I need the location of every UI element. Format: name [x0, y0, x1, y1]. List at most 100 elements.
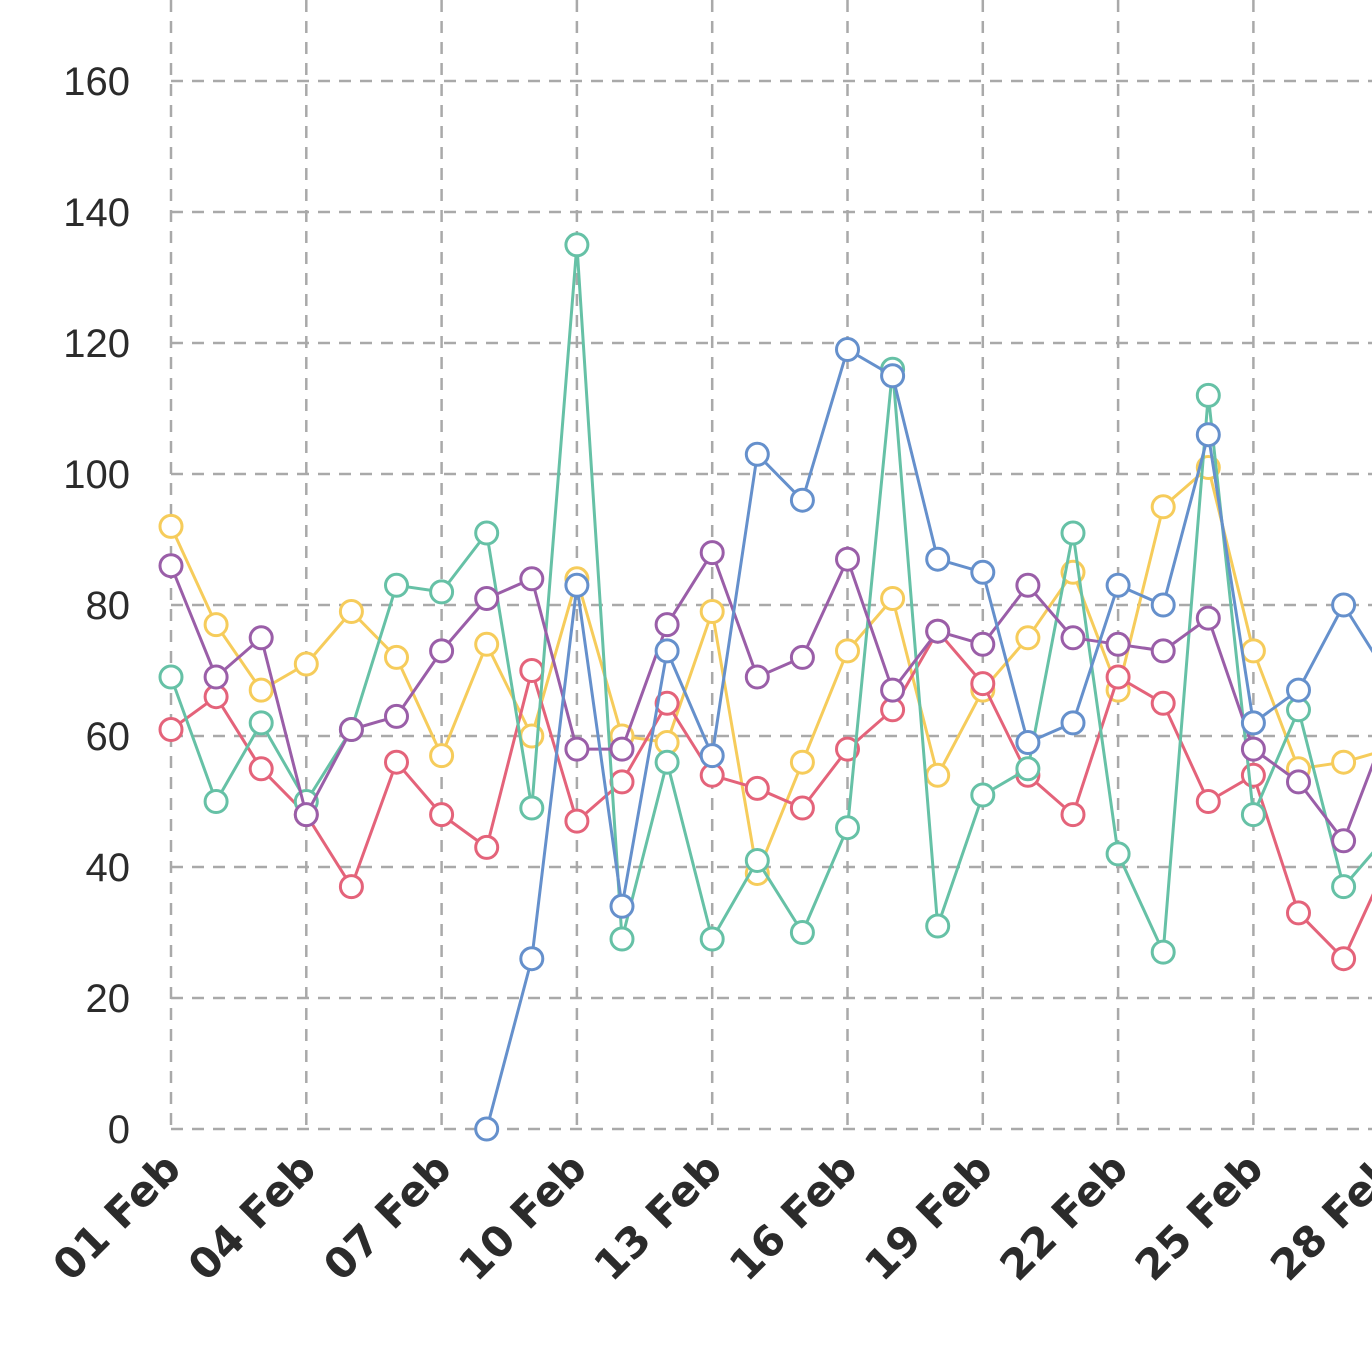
x-tick-label: 01 Feb: [43, 1143, 190, 1290]
data-point: [1288, 902, 1310, 924]
data-point: [476, 633, 498, 655]
data-point: [1152, 594, 1174, 616]
data-point: [521, 568, 543, 590]
data-point: [521, 797, 543, 819]
data-point: [656, 614, 678, 636]
data-point: [1197, 424, 1219, 446]
data-point: [1333, 830, 1355, 852]
x-tick-label: 25 Feb: [1126, 1143, 1273, 1290]
data-point: [611, 771, 633, 793]
data-point: [656, 751, 678, 773]
data-point: [611, 895, 633, 917]
series-line: [171, 631, 1372, 959]
data-point: [611, 738, 633, 760]
data-point: [701, 928, 723, 950]
data-point: [205, 791, 227, 813]
data-point: [791, 489, 813, 511]
data-point: [746, 777, 768, 799]
data-point: [1333, 751, 1355, 773]
data-point: [701, 542, 723, 564]
data-point: [160, 666, 182, 688]
data-point: [791, 646, 813, 668]
data-point: [882, 679, 904, 701]
data-point: [250, 758, 272, 780]
data-point: [386, 574, 408, 596]
data-point: [1017, 732, 1039, 754]
data-point: [746, 666, 768, 688]
data-point: [927, 548, 949, 570]
data-point: [791, 922, 813, 944]
data-point: [160, 719, 182, 741]
data-point: [837, 339, 859, 361]
data-point: [1017, 758, 1039, 780]
data-point: [972, 673, 994, 695]
data-point: [205, 614, 227, 636]
data-point: [746, 850, 768, 872]
data-point: [1242, 640, 1264, 662]
data-point: [972, 633, 994, 655]
data-point: [431, 640, 453, 662]
data-point: [1062, 712, 1084, 734]
series-3: [160, 542, 1372, 852]
data-point: [295, 653, 317, 675]
x-tick-label: 07 Feb: [314, 1143, 461, 1290]
data-point: [340, 601, 362, 623]
data-point: [250, 712, 272, 734]
x-tick-label: 22 Feb: [990, 1143, 1137, 1290]
data-point: [1242, 738, 1264, 760]
data-point: [611, 928, 633, 950]
data-point: [295, 804, 317, 826]
data-point: [1288, 679, 1310, 701]
data-point: [1288, 771, 1310, 793]
y-tick-label: 40: [86, 846, 131, 890]
y-tick-label: 100: [63, 453, 130, 497]
series-line: [171, 245, 1372, 952]
data-point: [250, 627, 272, 649]
data-point: [1107, 633, 1129, 655]
x-tick-label: 16 Feb: [720, 1143, 867, 1290]
data-point: [1242, 804, 1264, 826]
data-point: [1333, 876, 1355, 898]
data-point: [1152, 640, 1174, 662]
data-point: [701, 601, 723, 623]
data-point: [431, 804, 453, 826]
data-point: [431, 581, 453, 603]
grid: [171, 0, 1372, 1129]
data-point: [250, 679, 272, 701]
data-point: [521, 948, 543, 970]
x-tick-label: 04 Feb: [179, 1143, 326, 1290]
data-point: [656, 640, 678, 662]
data-point: [746, 443, 768, 465]
data-point: [1242, 712, 1264, 734]
data-point: [927, 915, 949, 937]
data-point: [205, 666, 227, 688]
data-point: [1062, 627, 1084, 649]
data-point: [1152, 692, 1174, 714]
x-tick-label: 28 Feb: [1261, 1143, 1372, 1290]
x-axis: 01 Feb04 Feb07 Feb10 Feb13 Feb16 Feb19 F…: [43, 1143, 1372, 1290]
data-point: [927, 620, 949, 642]
data-point: [566, 574, 588, 596]
x-tick-label: 19 Feb: [855, 1143, 1002, 1290]
data-point: [927, 764, 949, 786]
data-point: [1107, 574, 1129, 596]
y-tick-label: 160: [63, 60, 130, 104]
data-point: [160, 515, 182, 537]
data-point: [1062, 804, 1084, 826]
data-point: [340, 719, 362, 741]
data-point: [882, 365, 904, 387]
data-point: [837, 640, 859, 662]
data-point: [791, 751, 813, 773]
data-point: [386, 751, 408, 773]
data-point: [1197, 607, 1219, 629]
data-point: [1152, 496, 1174, 518]
x-tick-label: 13 Feb: [584, 1143, 731, 1290]
data-point: [521, 660, 543, 682]
data-point: [476, 1118, 498, 1140]
data-point: [1062, 522, 1084, 544]
y-tick-label: 140: [63, 191, 130, 235]
x-tick-label: 10 Feb: [449, 1143, 596, 1290]
data-point: [476, 588, 498, 610]
